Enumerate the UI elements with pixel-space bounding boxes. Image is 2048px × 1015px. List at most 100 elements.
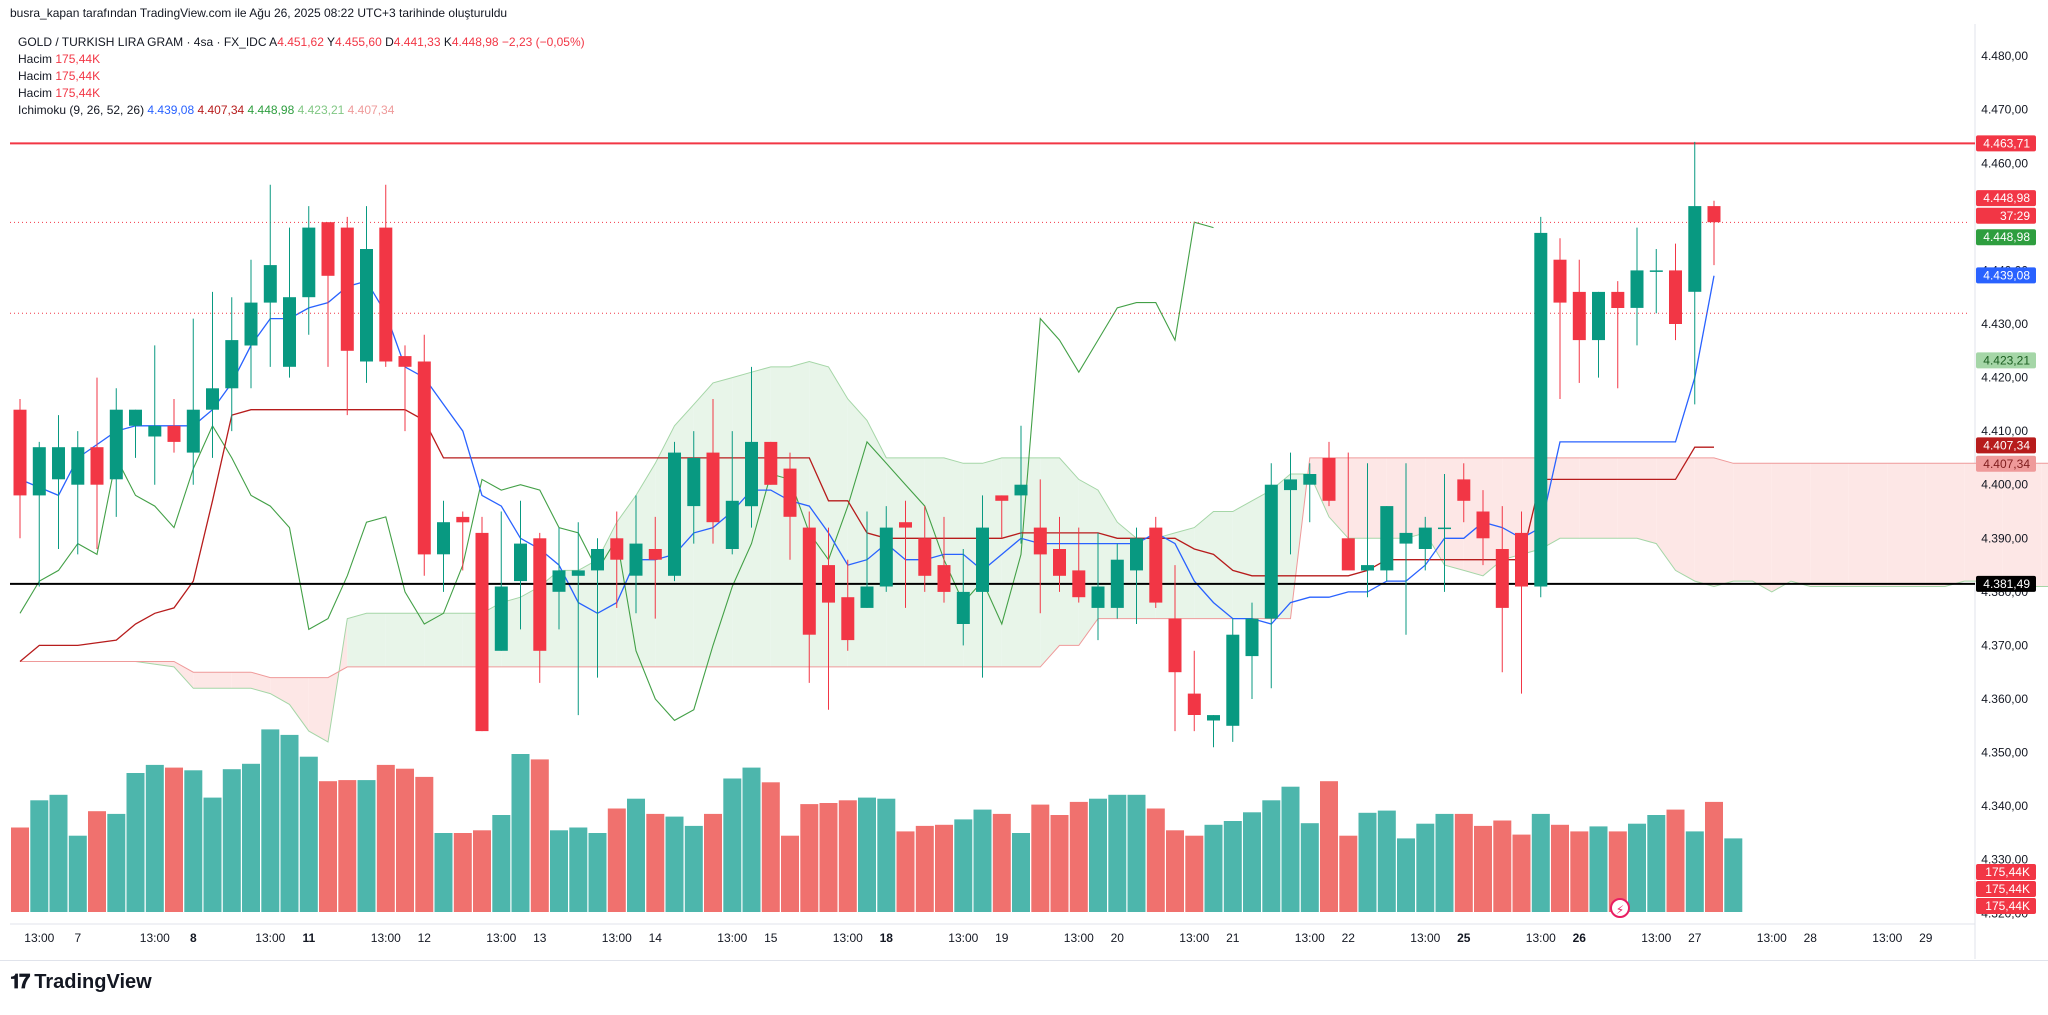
cloud-segment: [1406, 457, 1426, 539]
candle-body: [494, 586, 508, 651]
cloud-segment: [385, 613, 405, 667]
candle-body: [437, 522, 450, 555]
price-tick-label: 4.410,00: [1981, 424, 2028, 438]
volume-bar: [1012, 833, 1030, 912]
candle-body: [32, 447, 46, 496]
time-tick-label: 13:00: [1064, 931, 1094, 945]
time-tick-label: 13:00: [486, 931, 516, 945]
volume-bar: [165, 767, 183, 912]
chart-area[interactable]: 4.480,004.470,004.460,004.450,004.440,00…: [0, 24, 2048, 959]
price-chart[interactable]: 4.480,004.470,004.460,004.450,004.440,00…: [0, 24, 2048, 959]
candle-body: [629, 543, 643, 576]
volume-legend-row[interactable]: Hacim 175,44K: [18, 51, 585, 68]
cloud-segment: [366, 613, 386, 667]
cloud-segment: [713, 377, 733, 667]
volume-bar: [1300, 823, 1319, 912]
volume-bar: [1416, 823, 1435, 912]
volume-bar: [550, 830, 568, 912]
open-label: A: [269, 35, 278, 49]
candle-body: [976, 527, 989, 592]
candle-body: [283, 297, 296, 367]
candle-body: [1592, 291, 1605, 341]
candle-body: [956, 591, 970, 624]
tradingview-logo-icon: 𝟏𝟕: [10, 971, 30, 993]
volume-label: Hacim: [18, 86, 53, 100]
candle-body: [206, 388, 219, 410]
time-tick-label: 13:00: [1295, 931, 1325, 945]
candle-body: [1264, 484, 1278, 619]
candle-body: [745, 441, 758, 507]
price-tag-label: 4.407,34: [1983, 438, 2030, 452]
candle-body: [225, 340, 239, 389]
candle-body: [1187, 693, 1201, 715]
candle-body: [1572, 291, 1586, 341]
cloud-segment: [1483, 457, 1503, 576]
open-value: 4.451,62: [277, 35, 324, 49]
volume-bar: [1108, 794, 1127, 912]
candle-body: [1495, 549, 1509, 608]
candle-body: [1168, 618, 1182, 673]
cloud-segment: [693, 382, 713, 667]
price-tag-label: 4.448,98: [1983, 230, 2030, 244]
volume-bar: [1454, 813, 1473, 912]
volume-bar: [1320, 781, 1338, 912]
cloud-segment: [751, 366, 771, 667]
candle-body: [552, 570, 566, 592]
cloud-segment: [636, 463, 656, 667]
cloud-segment: [1810, 463, 1830, 587]
candle-body: [302, 227, 316, 298]
cloud-segment: [231, 672, 251, 689]
volume-bar: [319, 781, 337, 912]
cloud-segment: [1868, 463, 1888, 587]
candle-body: [1072, 570, 1086, 598]
cloud-segment: [1021, 457, 1041, 667]
cloud-segment: [770, 366, 790, 667]
volume-bar: [299, 756, 318, 912]
time-tick-label: 13:00: [1872, 931, 1902, 945]
price-tag: [1976, 575, 2036, 592]
cloud-segment: [1232, 500, 1252, 619]
time-tick-label: 13:00: [371, 931, 401, 945]
close-value: 4.448,98: [451, 35, 499, 49]
tradingview-logo[interactable]: 𝟏𝟕 TradingView: [10, 971, 152, 994]
senkou-span-a-line: [20, 360, 2048, 743]
time-tick-label: 25: [1457, 931, 1471, 945]
volume-bar: [627, 798, 645, 912]
candle-body: [360, 249, 373, 362]
candle-body: [514, 543, 527, 582]
volume-legend-row[interactable]: Hacim 175,44K: [18, 85, 585, 102]
candle-body: [244, 302, 258, 346]
volume-bar: [800, 804, 819, 912]
cloud-segment: [174, 661, 194, 689]
candle-body: [167, 425, 181, 442]
time-tick-label: 13:00: [602, 931, 632, 945]
volume-bar: [858, 797, 876, 912]
volume-bar: [1377, 810, 1396, 912]
candle-body: [1207, 715, 1220, 721]
volume-bar: [684, 825, 703, 912]
volume-bar: [1031, 804, 1050, 912]
volume-label: Hacim: [18, 69, 53, 83]
volume-bar: [396, 768, 414, 912]
cloud-segment: [1752, 463, 1772, 592]
volume-value: 175,44K: [55, 86, 101, 100]
candle-body: [1688, 206, 1702, 292]
volume-bar: [126, 773, 145, 912]
volume-bar: [1146, 808, 1165, 912]
candle-body: [1380, 506, 1394, 571]
volume-bar: [1608, 831, 1627, 912]
price-tag-label: 4.448,98: [1983, 191, 2030, 205]
cloud-segment: [1906, 463, 1926, 587]
ichimoku-legend-row[interactable]: Ichimoku (9, 26, 52, 26) 4.439,08 4.407,…: [18, 102, 585, 119]
candle-body: [687, 457, 701, 507]
symbol-name[interactable]: GOLD / TURKISH LIRA GRAM · 4sa · FX_IDC: [18, 35, 267, 49]
price-tag-label: 4.407,34: [1983, 457, 2030, 471]
candle-body: [1245, 618, 1259, 657]
volume-bar: [30, 800, 49, 912]
cloud-segment: [1771, 463, 1791, 592]
volume-legend-row[interactable]: Hacim 175,44K: [18, 68, 585, 85]
time-tick-label: 26: [1573, 931, 1587, 945]
lightning-icon[interactable]: ⚡: [1610, 898, 1630, 918]
volume-bar: [723, 778, 742, 912]
price-tag-label: 4.423,21: [1983, 353, 2030, 367]
